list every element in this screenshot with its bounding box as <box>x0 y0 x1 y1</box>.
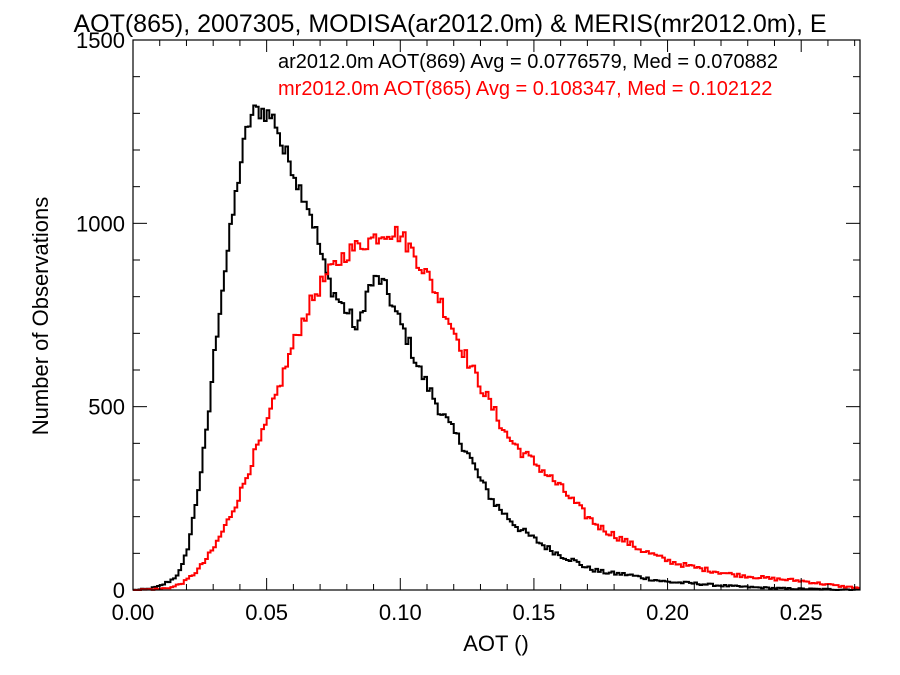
y-tick-label: 1000 <box>76 211 125 236</box>
x-axis-label: AOT () <box>463 631 529 656</box>
legend-entry-1: mr2012.0m AOT(865) Avg = 0.108347, Med =… <box>278 78 772 100</box>
series-layer <box>133 104 860 591</box>
chart-title: AOT(865), 2007305, MODISA(ar2012.0m) & M… <box>73 10 826 38</box>
x-tick-label: 0.25 <box>780 600 823 625</box>
x-tick-label: 0.05 <box>245 600 288 625</box>
y-tick-label: 500 <box>88 395 125 420</box>
x-tick-label: 0.10 <box>379 600 422 625</box>
legend-entry-0: ar2012.0m AOT(869) Avg = 0.0776579, Med … <box>278 51 778 73</box>
x-tick-label: 0.00 <box>112 600 155 625</box>
y-tick-label: 0 <box>113 578 125 603</box>
series-line-1 <box>133 225 860 591</box>
ticks-layer: 0.00 0.05 0.10 0.15 0.20 0.25 0 500 1000 1500 <box>76 28 860 625</box>
x-tick-label: 0.20 <box>646 600 689 625</box>
x-tick-label: 0.15 <box>513 600 556 625</box>
series-line-0 <box>133 104 860 591</box>
y-axis-label: Number of Observations <box>28 197 53 435</box>
plot-frame <box>132 39 861 591</box>
y-tick-label: 1500 <box>76 28 125 53</box>
